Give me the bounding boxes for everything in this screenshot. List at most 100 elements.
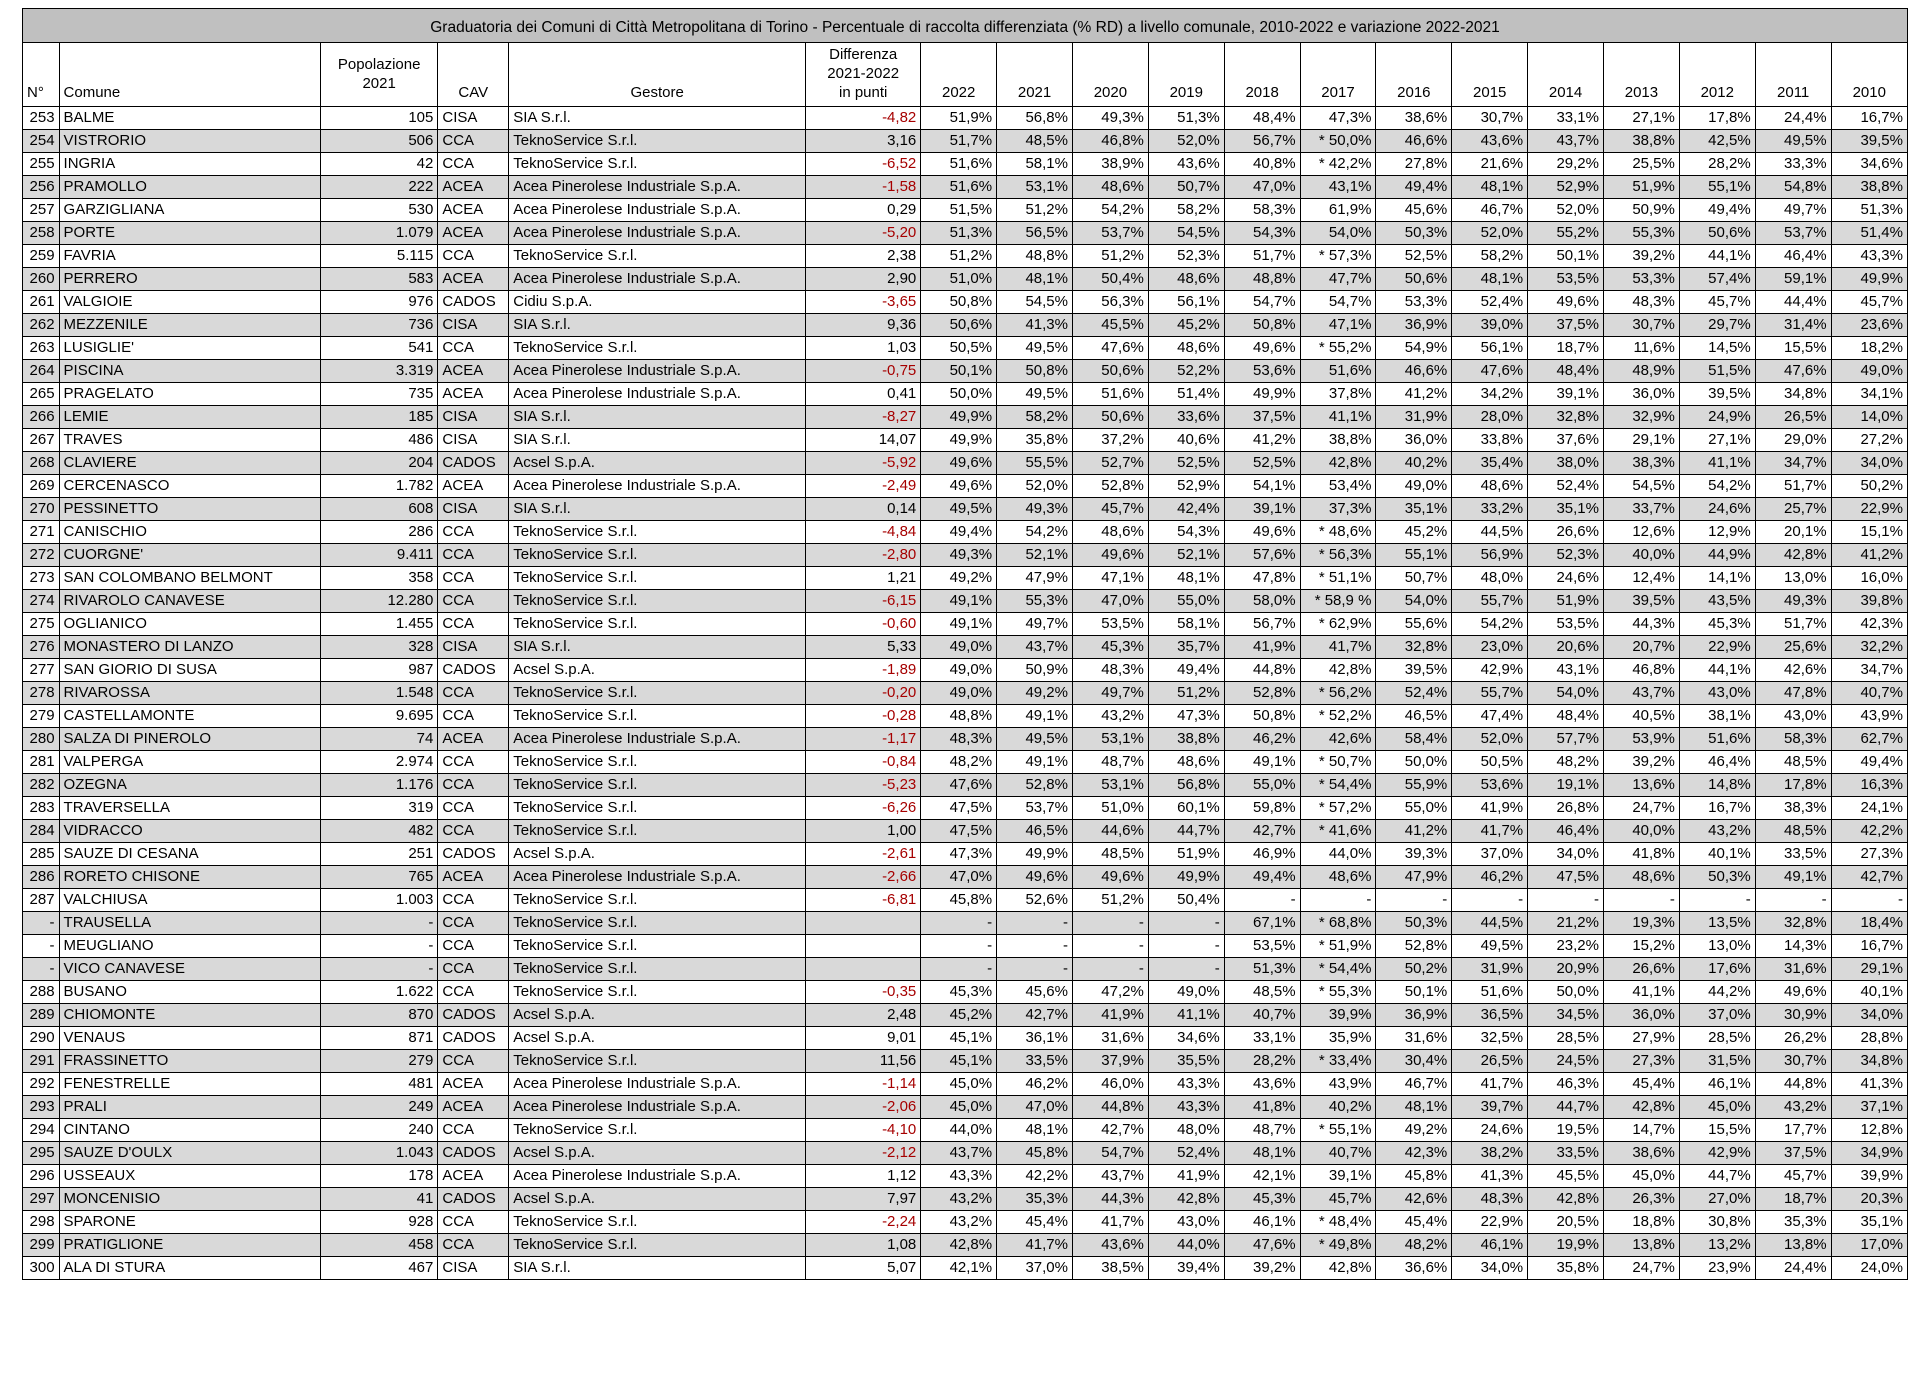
page-root: Graduatoria dei Comuni di Città Metropol…: [22, 8, 1909, 1280]
cell-percent: 47,9%: [1375, 865, 1453, 889]
cell-percent: 48,9%: [1603, 359, 1680, 383]
cell-percent: 27,0%: [1678, 1187, 1756, 1211]
cell-percent: * 48,6%: [1299, 520, 1377, 544]
cell-percent: 47,3%: [920, 842, 998, 866]
ranking-table: Graduatoria dei Comuni di Città Metropol…: [22, 8, 1909, 1280]
cell-differenza: -2,80: [805, 543, 922, 567]
cell-percent: 53,5%: [1223, 934, 1301, 958]
cell-percent: 16,3%: [1830, 773, 1909, 797]
cell-percent: 47,6%: [1451, 359, 1529, 383]
cell-percent: 56,7%: [1223, 612, 1301, 636]
cell-percent: 27,2%: [1830, 428, 1909, 452]
cell-percent: 41,2%: [1223, 428, 1301, 452]
cell-rank: 267: [22, 428, 60, 452]
cell-percent: 43,6%: [1223, 1072, 1301, 1096]
cell-percent: 49,2%: [996, 681, 1073, 705]
cell-percent: 32,9%: [1603, 405, 1680, 429]
cell-percent: 41,7%: [1451, 819, 1529, 843]
cell-percent: 49,3%: [996, 497, 1073, 521]
cell-gestore: TeknoService S.r.l.: [508, 1049, 807, 1073]
cell-percent: 62,7%: [1830, 727, 1909, 751]
cell-rank: 296: [22, 1164, 60, 1188]
cell-percent: 44,2%: [1678, 980, 1756, 1004]
cell-percent: 17,6%: [1678, 957, 1756, 981]
cell-percent: 17,8%: [1754, 773, 1832, 797]
cell-cav: CISA: [437, 497, 510, 521]
cell-percent: 48,2%: [920, 750, 998, 774]
cell-percent: 49,6%: [1223, 336, 1301, 360]
cell-percent: 49,0%: [1375, 474, 1453, 498]
cell-percent: 49,5%: [996, 727, 1073, 751]
cell-gestore: TeknoService S.r.l.: [508, 129, 807, 153]
cell-percent: 49,4%: [1375, 175, 1453, 199]
cell-percent: 50,0%: [1527, 980, 1604, 1004]
cell-percent: 52,4%: [1375, 681, 1453, 705]
cell-percent: 49,5%: [1754, 129, 1832, 153]
cell-percent: 46,4%: [1527, 819, 1604, 843]
cell-percent: 47,2%: [1071, 980, 1149, 1004]
cell-percent: 53,7%: [1754, 221, 1832, 245]
cell-percent: 29,1%: [1830, 957, 1909, 981]
cell-percent: 39,1%: [1299, 1164, 1377, 1188]
cell-percent: 50,4%: [1071, 267, 1149, 291]
cell-percent: 35,5%: [1147, 1049, 1225, 1073]
cell-percent: 47,8%: [1223, 566, 1301, 590]
cell-cav: CCA: [437, 244, 510, 268]
cell-percent: * 51,1%: [1299, 566, 1377, 590]
cell-rank: 294: [22, 1118, 60, 1142]
cell-percent: * 42,2%: [1299, 152, 1377, 176]
cell-percent: 42,7%: [1071, 1118, 1149, 1142]
cell-percent: 34,8%: [1830, 1049, 1909, 1073]
table-title-row: Graduatoria dei Comuni di Città Metropol…: [22, 8, 1908, 43]
page-title: Graduatoria dei Comuni di Città Metropol…: [22, 8, 1908, 43]
cell-differenza: -0,75: [805, 359, 922, 383]
cell-percent: 45,7%: [1830, 290, 1909, 314]
table-row: 282 OZEGNA 1.176 CCA TeknoService S.r.l. -5,2…: [22, 773, 1909, 797]
col-header-differenza-line1: Differenza: [829, 46, 898, 63]
cell-percent: 48,1%: [1375, 1095, 1453, 1119]
cell-popolazione: 3.319: [319, 359, 439, 383]
cell-popolazione: 1.782: [319, 474, 439, 498]
cell-percent: 38,8%: [1603, 129, 1680, 153]
cell-percent: 46,4%: [1754, 244, 1832, 268]
cell-percent: 29,1%: [1603, 428, 1680, 452]
cell-percent: 49,5%: [1451, 934, 1529, 958]
cell-percent: 40,2%: [1299, 1095, 1377, 1119]
cell-percent: 25,5%: [1603, 152, 1680, 176]
cell-percent: 20,7%: [1603, 635, 1680, 659]
cell-percent: 13,2%: [1678, 1233, 1756, 1257]
cell-percent: 47,8%: [1754, 681, 1832, 705]
cell-percent: * 54,4%: [1299, 773, 1377, 797]
cell-percent: 37,6%: [1527, 428, 1604, 452]
cell-cav: CISA: [437, 428, 510, 452]
cell-percent: 37,9%: [1071, 1049, 1149, 1073]
cell-percent: 51,7%: [920, 129, 998, 153]
cell-popolazione: -: [319, 911, 439, 935]
col-header-year: 2011: [1754, 42, 1832, 107]
cell-percent: 53,7%: [996, 796, 1073, 820]
cell-percent: -: [1071, 911, 1149, 935]
cell-percent: 45,4%: [996, 1210, 1073, 1234]
cell-percent: * 50,0%: [1299, 129, 1377, 153]
cell-percent: 41,2%: [1375, 819, 1453, 843]
cell-percent: 55,6%: [1375, 612, 1453, 636]
cell-rank: 297: [22, 1187, 60, 1211]
cell-gestore: Acea Pinerolese Industriale S.p.A.: [508, 221, 807, 245]
cell-percent: 47,7%: [1299, 267, 1377, 291]
cell-rank: 276: [22, 635, 60, 659]
cell-percent: 29,0%: [1754, 428, 1832, 452]
cell-popolazione: -: [319, 934, 439, 958]
table-row: 280 SALZA DI PINEROLO 74 ACEA Acea Pineroles…: [22, 727, 1909, 751]
cell-percent: 30,7%: [1603, 313, 1680, 337]
cell-percent: 53,6%: [1451, 773, 1529, 797]
cell-percent: 34,0%: [1451, 1256, 1529, 1280]
cell-percent: 43,2%: [920, 1210, 998, 1234]
cell-differenza: -5,20: [805, 221, 922, 245]
cell-percent: 44,1%: [1678, 244, 1756, 268]
cell-percent: 52,1%: [1147, 543, 1225, 567]
cell-popolazione: 987: [319, 658, 439, 682]
cell-percent: 46,7%: [1375, 1072, 1453, 1096]
cell-percent: 13,0%: [1678, 934, 1756, 958]
cell-percent: -: [1678, 888, 1756, 912]
cell-percent: 45,8%: [920, 888, 998, 912]
